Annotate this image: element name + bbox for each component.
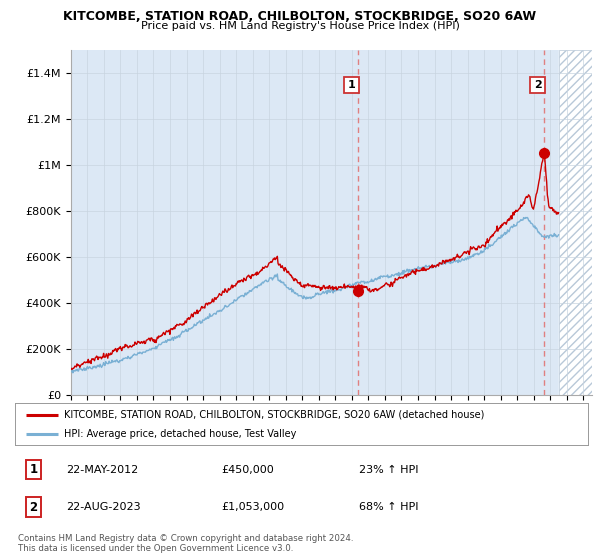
Text: £450,000: £450,000 xyxy=(221,465,274,475)
Text: 22-MAY-2012: 22-MAY-2012 xyxy=(67,465,139,475)
Text: 2: 2 xyxy=(534,80,542,90)
Text: 23% ↑ HPI: 23% ↑ HPI xyxy=(359,465,418,475)
Text: 1: 1 xyxy=(348,80,356,90)
Text: 68% ↑ HPI: 68% ↑ HPI xyxy=(359,502,418,512)
Text: Price paid vs. HM Land Registry's House Price Index (HPI): Price paid vs. HM Land Registry's House … xyxy=(140,21,460,31)
Text: £1,053,000: £1,053,000 xyxy=(221,502,284,512)
Text: Contains HM Land Registry data © Crown copyright and database right 2024.
This d: Contains HM Land Registry data © Crown c… xyxy=(18,534,353,553)
Text: KITCOMBE, STATION ROAD, CHILBOLTON, STOCKBRIDGE, SO20 6AW (detached house): KITCOMBE, STATION ROAD, CHILBOLTON, STOC… xyxy=(64,409,484,419)
Text: 22-AUG-2023: 22-AUG-2023 xyxy=(67,502,141,512)
Text: HPI: Average price, detached house, Test Valley: HPI: Average price, detached house, Test… xyxy=(64,429,296,439)
Text: KITCOMBE, STATION ROAD, CHILBOLTON, STOCKBRIDGE, SO20 6AW: KITCOMBE, STATION ROAD, CHILBOLTON, STOC… xyxy=(64,10,536,23)
Text: 2: 2 xyxy=(29,501,37,514)
Text: 1: 1 xyxy=(29,463,37,476)
